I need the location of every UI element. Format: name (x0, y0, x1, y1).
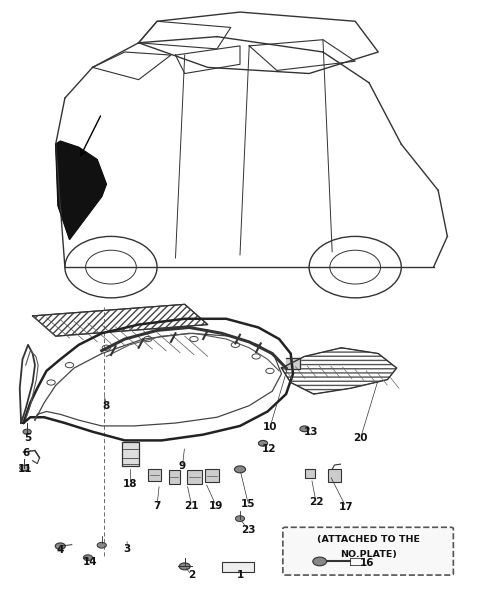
Circle shape (179, 563, 190, 570)
Text: 16: 16 (360, 558, 374, 567)
Circle shape (235, 516, 245, 521)
Circle shape (55, 543, 65, 549)
Text: 4: 4 (57, 545, 64, 555)
Text: 3: 3 (123, 544, 131, 554)
Text: 19: 19 (209, 501, 223, 511)
Circle shape (313, 557, 326, 566)
Text: (ATTACHED TO THE: (ATTACHED TO THE (317, 535, 420, 544)
Text: 12: 12 (262, 444, 276, 454)
Text: 6: 6 (22, 449, 29, 459)
Text: 10: 10 (263, 423, 277, 433)
Text: 15: 15 (241, 499, 255, 509)
Bar (327, 469, 341, 482)
Text: 2: 2 (188, 570, 195, 580)
Polygon shape (286, 358, 300, 369)
Circle shape (234, 466, 246, 473)
Circle shape (300, 426, 309, 431)
FancyBboxPatch shape (283, 527, 453, 575)
Circle shape (97, 543, 107, 548)
Bar (168, 470, 180, 484)
Polygon shape (56, 141, 107, 239)
Bar (122, 442, 139, 466)
Text: 18: 18 (123, 479, 138, 489)
Circle shape (258, 440, 268, 446)
Text: 20: 20 (353, 433, 368, 443)
Bar (187, 470, 202, 484)
Text: 22: 22 (309, 497, 324, 507)
Circle shape (23, 429, 31, 434)
Text: 9: 9 (179, 462, 186, 472)
Bar (205, 469, 219, 482)
Bar (148, 469, 161, 481)
Text: NO.PLATE): NO.PLATE) (340, 550, 396, 560)
Circle shape (84, 555, 93, 561)
Text: 23: 23 (241, 525, 255, 535)
Text: 17: 17 (339, 502, 353, 512)
Circle shape (20, 465, 29, 471)
Text: 21: 21 (184, 501, 199, 511)
Text: 1: 1 (236, 570, 244, 580)
Text: 7: 7 (154, 501, 161, 511)
Text: 13: 13 (304, 427, 319, 437)
Bar (304, 469, 315, 478)
Bar (222, 562, 254, 572)
Text: 5: 5 (24, 433, 32, 443)
Text: 11: 11 (18, 465, 32, 475)
Text: 8: 8 (103, 401, 110, 411)
Text: 14: 14 (83, 557, 97, 567)
